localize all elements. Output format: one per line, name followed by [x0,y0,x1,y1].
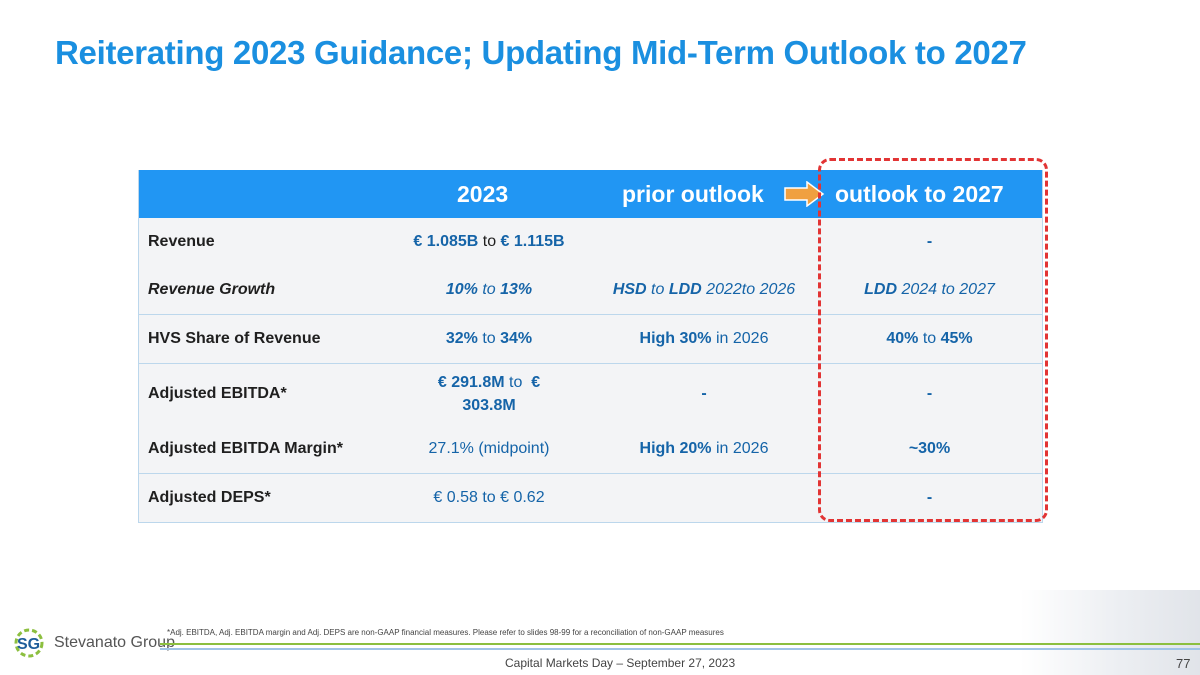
growth-2027: LDD 2024 to 2027 [864,280,995,298]
ebitda-2027: - [926,385,933,403]
ebitda-prior: - [701,385,707,403]
logo-mark: SG [17,636,40,653]
footer-text: Capital Markets Day – September 27, 2023 [505,656,736,670]
background-vials-image [1020,590,1200,675]
ebitda-group: Adjusted EBITDA* € 291.8M to €303.8M - -… [139,364,1042,474]
hvs-2023: 32% to 34% [445,329,533,347]
margin-2027: ~30% [908,439,951,457]
row-label: Revenue [148,232,215,250]
footer-line-green [160,643,1200,645]
table-row-adjusted-ebitda: Adjusted EBITDA* € 291.8M to €303.8M - - [139,364,1042,425]
table-row-hvs-share: HVS Share of Revenue 32% to 34% High 30%… [139,315,1042,363]
row-label: Adjusted EBITDA* [148,385,287,403]
header-2023: 2023 [457,181,509,207]
hvs-prior: High 30% in 2026 [639,329,769,347]
growth-2023: 10% to 13% [445,280,533,298]
revenue-2027: - [926,232,933,250]
margin-2023: 27.1% (midpoint) [428,439,550,457]
guidance-table: 2023 prior outlook outlook to 2027 Reven… [138,170,1043,523]
table-row-revenue: Revenue € 1.085B to € 1.115B - [139,218,1042,266]
footnote: *Adj. EBITDA, Adj. EBITDA margin and Adj… [167,628,724,637]
page-number: 77 [1176,656,1191,671]
margin-prior: High 20% in 2026 [639,439,769,457]
deps-2027: - [926,488,933,506]
header-prior-outlook: prior outlook [622,181,764,207]
stevanato-logo: SG Stevanato Group [14,628,175,658]
slide-title: Reiterating 2023 Guidance; Updating Mid-… [55,34,1027,71]
row-label: Adjusted EBITDA Margin* [148,439,343,457]
table-row-revenue-growth: Revenue Growth 10% to 13% HSD to LDD 202… [139,266,1042,314]
growth-prior: HSD to LDD 2022to 2026 [612,280,796,298]
logo-name: Stevanato Group [54,634,175,651]
hvs-group: HVS Share of Revenue 32% to 34% High 30%… [139,315,1042,364]
ebitda-2023: € 291.8M to €303.8M [437,374,541,414]
hvs-2027: 40% to 45% [886,329,973,347]
header-outlook-2027: outlook to 2027 [835,181,1004,207]
sg-logo-icon: SG [14,628,44,658]
deps-2023: € 0.58 to € 0.62 [433,488,545,506]
row-label: HVS Share of Revenue [148,329,321,347]
arrow-right-icon [784,181,825,207]
table-row-adjusted-deps: Adjusted DEPS* € 0.58 to € 0.62 - [139,474,1042,522]
row-label: Adjusted DEPS* [148,488,271,506]
row-label: Revenue Growth [148,280,276,298]
table-row-ebitda-margin: Adjusted EBITDA Margin* 27.1% (midpoint)… [139,425,1042,473]
deps-group: Adjusted DEPS* € 0.58 to € 0.62 - [139,474,1042,522]
revenue-2023: € 1.085B to € 1.115B [413,232,565,250]
table-header: 2023 prior outlook outlook to 2027 [139,170,1042,218]
revenue-group: Revenue € 1.085B to € 1.115B - Revenue G… [139,218,1042,315]
footer-line-blue [160,648,1200,650]
